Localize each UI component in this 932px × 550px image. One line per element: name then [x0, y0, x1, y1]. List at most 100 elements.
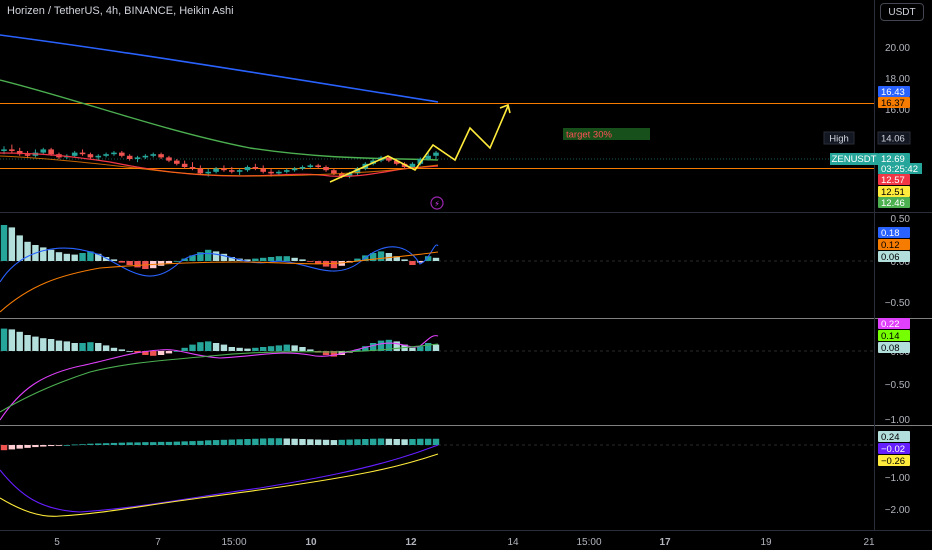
candle-body[interactable] [433, 152, 439, 156]
histogram-bar [102, 443, 110, 445]
candle-body[interactable] [299, 167, 306, 169]
pane1-tag-bg [878, 251, 910, 262]
candle-body[interactable] [16, 151, 23, 155]
histogram-bar [275, 345, 283, 351]
candle-body[interactable] [213, 168, 219, 172]
histogram-bar [157, 351, 165, 355]
alert-icon[interactable]: ⚡ [430, 196, 444, 210]
candle-body[interactable] [174, 160, 180, 164]
currency-button[interactable]: USDT [880, 3, 924, 21]
candle-body[interactable] [268, 171, 274, 174]
ma-blue-line[interactable] [0, 34, 439, 103]
indicator-pane-2[interactable] [0, 328, 874, 421]
candle-body[interactable] [252, 167, 259, 169]
histogram-bar [102, 345, 110, 351]
candle-body[interactable] [181, 163, 188, 167]
candle-body[interactable] [189, 167, 196, 169]
histogram-bar [134, 261, 141, 268]
candle-body[interactable] [103, 154, 109, 156]
candle-body[interactable] [166, 157, 172, 161]
candle-body[interactable] [221, 168, 227, 171]
candle-body[interactable] [24, 154, 31, 156]
candle-body[interactable] [87, 154, 94, 158]
candle-body[interactable] [158, 154, 164, 158]
histogram-bar [205, 440, 212, 445]
candle-body[interactable] [323, 167, 329, 171]
candle-body[interactable] [386, 157, 392, 161]
candle-body[interactable] [1, 149, 7, 151]
histogram-bar [71, 254, 78, 261]
projection-path-line[interactable] [329, 105, 509, 183]
histogram-bar [197, 440, 204, 445]
candle-body[interactable] [315, 165, 321, 167]
candle-body[interactable] [307, 165, 314, 167]
histogram-bar [110, 347, 118, 351]
pane1-blue-line [0, 244, 439, 283]
target-annotation[interactable]: target 30% [563, 128, 650, 141]
histogram-bar [220, 344, 228, 351]
indicator-pane-3[interactable] [0, 438, 874, 517]
histogram-bar [283, 438, 290, 445]
ma-orange-line[interactable] [0, 155, 439, 177]
candle-body[interactable] [71, 152, 78, 156]
candle-body[interactable] [228, 170, 235, 172]
pane3-tag: −0.02 [881, 444, 905, 455]
candle-body[interactable] [260, 168, 266, 172]
histogram-bar [212, 251, 220, 261]
histogram-bar [55, 445, 63, 446]
candle-body[interactable] [331, 170, 337, 174]
time-axis-label: 19 [760, 537, 772, 548]
histogram-bar [314, 261, 322, 265]
histogram-bar [338, 439, 345, 445]
main-price-tag: 12.46 [881, 198, 905, 209]
candle-body[interactable] [150, 154, 157, 156]
pane3-yellow-line [0, 453, 439, 517]
candle-body[interactable] [283, 170, 290, 172]
histogram-bar [87, 443, 94, 445]
histogram-bar [220, 439, 228, 445]
pane3-axis-label: −1.00 [885, 473, 911, 484]
histogram-bar [110, 442, 118, 445]
candle-body[interactable] [126, 155, 133, 159]
candle-body[interactable] [425, 155, 431, 159]
time-axis[interactable]: 5 7 15:00 10 12 14 15:00 17 19 21 [54, 537, 875, 548]
candle-body[interactable] [40, 149, 47, 153]
histogram-bar [267, 346, 275, 351]
candle-body[interactable] [134, 157, 141, 159]
candle-body[interactable] [9, 149, 15, 151]
candle-body[interactable] [409, 163, 416, 167]
candle-body[interactable] [346, 173, 353, 177]
histogram-bar [212, 343, 220, 351]
histogram-bar [385, 253, 393, 261]
histogram-bar [291, 257, 298, 261]
candle-body[interactable] [236, 170, 243, 172]
candle-body[interactable] [291, 168, 298, 171]
candle-body[interactable] [393, 160, 400, 164]
indicator-pane-1[interactable] [0, 225, 874, 313]
histogram-bar [307, 439, 314, 445]
candle-body[interactable] [48, 149, 54, 155]
ma-red-line[interactable] [0, 152, 439, 178]
candle-body[interactable] [95, 155, 102, 158]
pane2-tag-bg [878, 330, 910, 341]
histogram-bar [424, 438, 432, 445]
histogram-bar [126, 261, 133, 265]
candle-body[interactable] [197, 168, 204, 174]
histogram-bar [275, 438, 283, 445]
candle-body[interactable] [354, 168, 361, 174]
histogram-bar [102, 257, 110, 261]
candle-body[interactable] [79, 152, 86, 155]
candle-body[interactable] [205, 171, 212, 174]
histogram-bar [354, 349, 361, 351]
histogram-bar [157, 441, 165, 445]
symbol-tag-text: ZENUSDT [832, 154, 877, 165]
candle-body[interactable] [142, 155, 149, 158]
histogram-bar [79, 253, 86, 261]
candle-body[interactable] [244, 167, 251, 171]
candle-body[interactable] [119, 152, 125, 156]
candle-body[interactable] [276, 171, 282, 174]
high-label-text: High [829, 134, 849, 145]
candle-body[interactable] [111, 152, 117, 155]
candle-body[interactable] [338, 173, 345, 177]
